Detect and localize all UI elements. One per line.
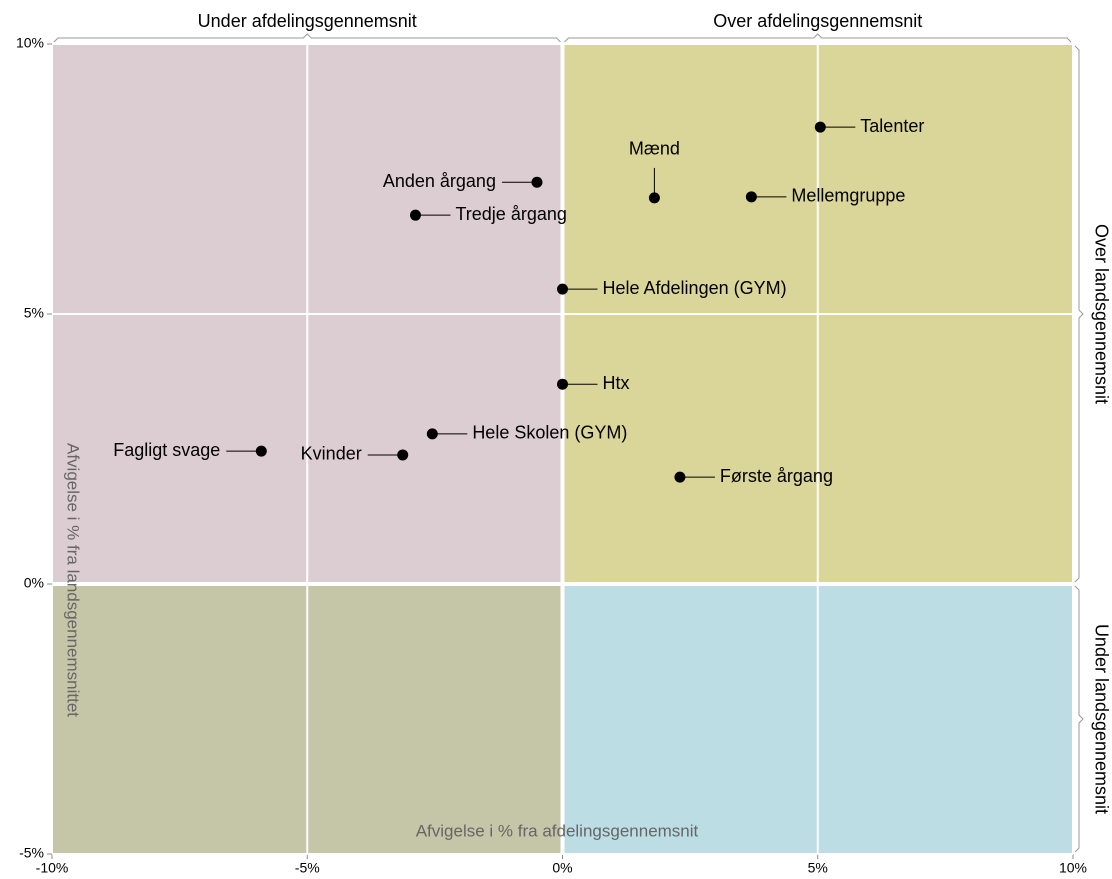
point-label: Mænd — [629, 139, 680, 159]
point-label: Anden årgang — [383, 171, 496, 191]
brace — [1074, 45, 1084, 583]
point — [557, 378, 568, 390]
x-tick-label: 5% — [808, 860, 828, 876]
point — [397, 449, 409, 461]
point — [745, 191, 757, 203]
point-label: Kvinder — [301, 444, 362, 464]
point — [255, 445, 267, 457]
x-tick-label: 0% — [552, 860, 572, 876]
y-tick-label: 5% — [24, 305, 44, 321]
point-label: Mellemgruppe — [791, 186, 905, 206]
y-axis-label: Afvigelse i % fra landsgennemsnittet — [64, 443, 83, 717]
x-tick-label: -10% — [36, 860, 69, 876]
point-label: Fagligt svage — [113, 440, 220, 460]
point-label: Htx — [603, 373, 630, 393]
point — [674, 471, 686, 483]
point — [814, 121, 826, 133]
y-tick-label: -5% — [19, 845, 44, 861]
point — [409, 209, 421, 221]
quadrant-label: Over landsgennemsnit — [1091, 224, 1111, 404]
x-tick-label: -5% — [295, 860, 320, 876]
point-label: Første årgang — [720, 466, 833, 486]
point-label: Tredje årgang — [455, 204, 566, 224]
brace — [53, 33, 561, 43]
point-label: Hele Afdelingen (GYM) — [603, 278, 787, 298]
brace — [564, 33, 1072, 43]
quadrant-label: Under afdelingsgennemsnit — [198, 11, 417, 31]
point — [426, 428, 438, 440]
point — [531, 176, 543, 188]
point — [557, 283, 568, 295]
x-axis-label: Afvigelse i % fra afdelingsgennemsnit — [416, 821, 699, 840]
x-tick-label: 10% — [1059, 860, 1087, 876]
point — [648, 192, 660, 204]
y-tick-label: 10% — [16, 35, 44, 51]
y-tick-label: 0% — [24, 575, 44, 591]
quadrant-label: Over afdelingsgennemsnit — [713, 11, 922, 31]
point-label: Talenter — [860, 116, 924, 136]
quadrant-label: Under landsgennemsnit — [1091, 624, 1111, 814]
brace — [1074, 585, 1084, 853]
point-label: Hele Skolen (GYM) — [472, 423, 627, 443]
